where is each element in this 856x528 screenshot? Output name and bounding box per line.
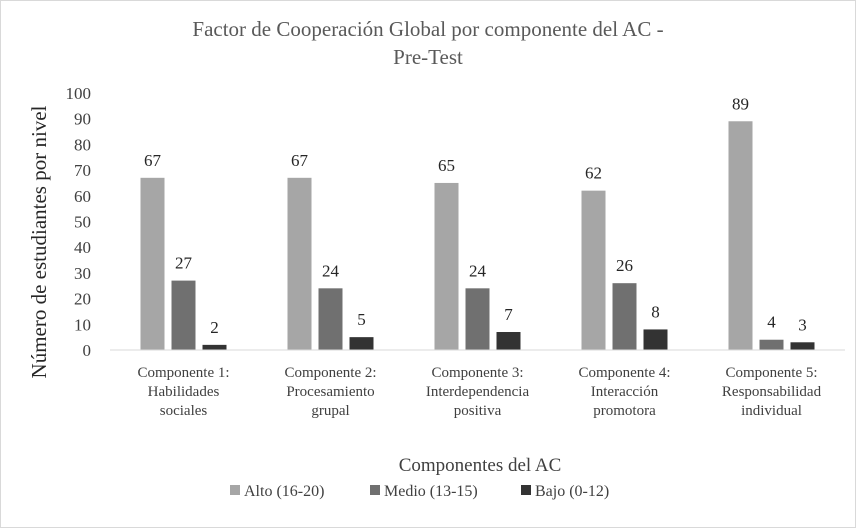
- chart-title-line-1: Factor de Cooperación Global por compone…: [192, 17, 663, 41]
- data-labels-group: 67 27 2 67 24 5 65 24 7 62 26 8 89 4 3: [144, 94, 807, 337]
- bar: [318, 288, 343, 350]
- category-label: Componente 2:: [284, 365, 376, 381]
- category-label: positiva: [454, 403, 502, 419]
- data-label: 62: [585, 164, 602, 183]
- category-label: Componente 1:: [137, 365, 229, 381]
- bar: [496, 332, 521, 350]
- category-label: Componente 5:: [725, 365, 817, 381]
- category-label: Responsabilidad: [722, 384, 822, 400]
- bar: [434, 182, 459, 350]
- bar: [790, 342, 815, 350]
- data-label: 3: [798, 315, 807, 334]
- data-label: 67: [291, 151, 309, 170]
- bar: [287, 177, 312, 350]
- data-label: 26: [616, 256, 633, 275]
- y-tick-label: 70: [74, 161, 91, 180]
- data-label: 24: [469, 261, 487, 280]
- category-label: individual: [741, 403, 802, 419]
- data-label: 67: [144, 151, 162, 170]
- legend-swatch: [370, 485, 380, 495]
- y-tick-label: 90: [74, 110, 91, 129]
- bars-group: [140, 121, 815, 351]
- bar: [612, 283, 637, 350]
- y-tick-label: 80: [74, 135, 91, 154]
- data-label: 24: [322, 261, 340, 280]
- data-label: 27: [175, 254, 193, 273]
- y-tick-label: 40: [74, 238, 91, 257]
- chart-title-line-2: Pre-Test: [393, 45, 463, 69]
- y-axis-label: Número de estudiantes por nivel: [27, 105, 51, 378]
- bar: [759, 339, 784, 350]
- data-label: 5: [357, 310, 366, 329]
- data-label: 4: [767, 313, 776, 332]
- bar: [349, 337, 374, 350]
- category-label: grupal: [311, 403, 349, 419]
- legend-entry: Medio (13-15): [384, 483, 478, 500]
- category-labels-group: Componente 1: Habilidades sociales Componen…: [137, 365, 821, 419]
- y-tick-label: 20: [74, 290, 91, 309]
- data-label: 2: [210, 318, 219, 337]
- y-tick-label: 50: [74, 213, 91, 232]
- bar: [465, 288, 490, 350]
- category-label: Componente 3:: [431, 365, 523, 381]
- y-tick-label: 0: [83, 341, 92, 360]
- category-label: Habilidades: [148, 384, 220, 400]
- bar: [202, 344, 227, 350]
- bar: [643, 329, 668, 350]
- category-label: promotora: [593, 403, 656, 419]
- x-axis-label: Componentes del AC: [399, 455, 562, 476]
- category-label: Interdependencia: [426, 384, 530, 400]
- y-tick-label: 30: [74, 264, 91, 283]
- y-tick-label: 100: [66, 84, 92, 103]
- category-label: Procesamiento: [286, 384, 374, 400]
- bar: [581, 190, 606, 350]
- category-label: sociales: [160, 403, 208, 419]
- legend-swatch: [521, 485, 531, 495]
- data-label: 65: [438, 156, 455, 175]
- data-label: 7: [504, 305, 513, 324]
- bar: [728, 121, 753, 351]
- legend: Alto (16-20) Medio (13-15) Bajo (0-12): [230, 483, 609, 500]
- y-tick-label: 10: [74, 315, 91, 334]
- bar: [140, 177, 165, 350]
- category-label: Componente 4:: [578, 365, 670, 381]
- y-tick-label: 60: [74, 187, 91, 206]
- y-axis-ticks: 0 10 20 30 40 50 60 70 80 90 100: [66, 84, 92, 360]
- legend-entry: Bajo (0-12): [535, 483, 609, 500]
- legend-swatch: [230, 485, 240, 495]
- category-label: Interacción: [591, 384, 659, 400]
- bar: [171, 280, 196, 350]
- data-label: 89: [732, 94, 749, 113]
- data-label: 8: [651, 302, 660, 321]
- legend-entry: Alto (16-20): [244, 483, 324, 500]
